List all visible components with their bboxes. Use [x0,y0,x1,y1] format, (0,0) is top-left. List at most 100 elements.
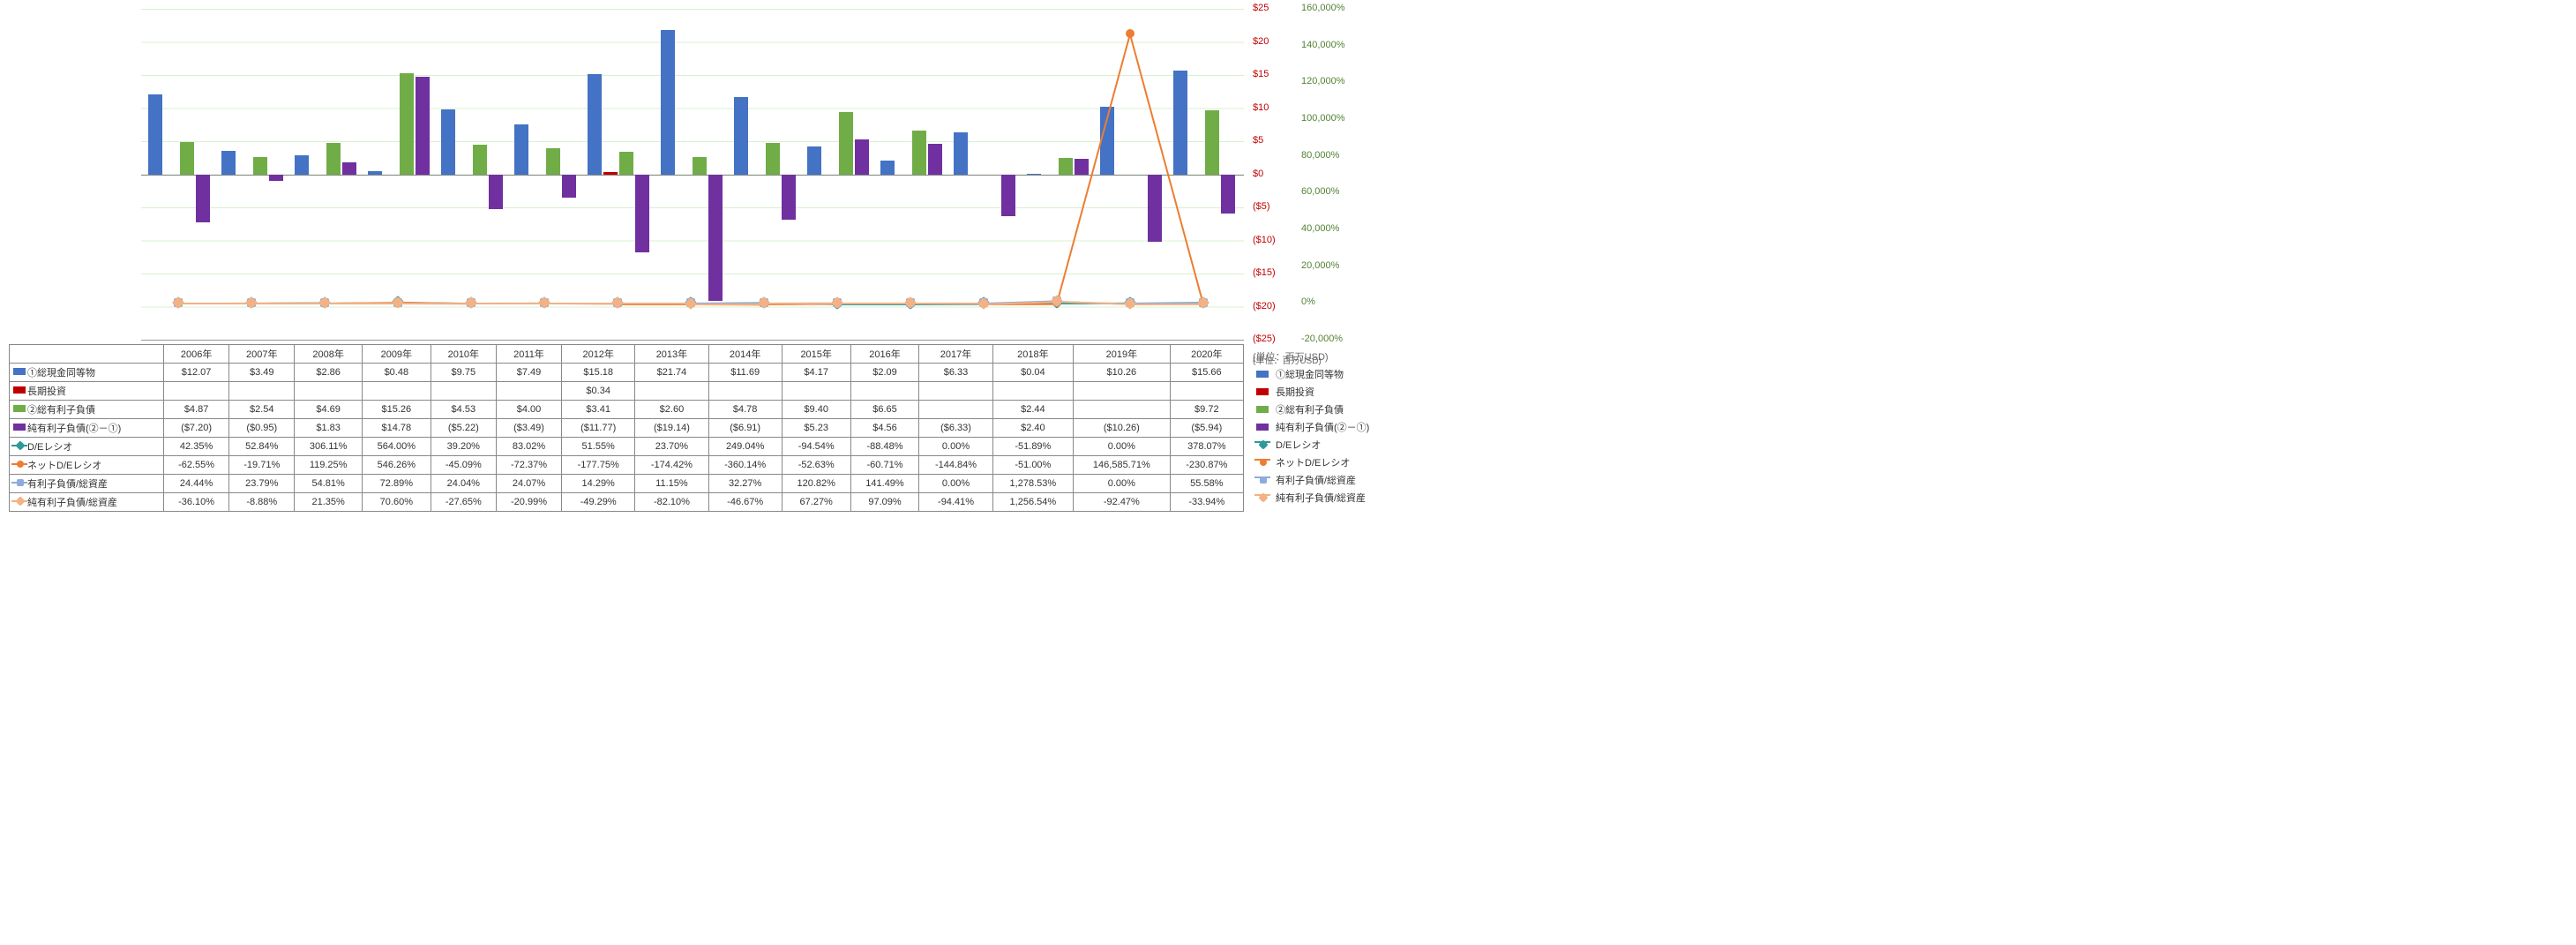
bar-debt [180,142,194,175]
bar-netdebt [782,175,796,221]
bar-cash [661,30,675,174]
legend-item-netdebt: 純有利子負債(②－①) [1253,419,1369,437]
y-axis-right: 160,000%140,000%120,000%100,000%80,000%6… [1301,9,1363,340]
cell: ($5.94) [1170,419,1243,438]
row-header-dta: 有利子負債/総資産 [10,475,164,493]
cell: $6.33 [919,364,992,382]
cell: $3.41 [562,401,635,419]
cell: ($10.26) [1074,419,1171,438]
cell: $12.07 [164,364,229,382]
bar-cash [221,151,236,174]
cell [919,382,992,401]
cell: 72.89% [362,475,431,493]
year-group [800,9,873,340]
bar-netdebt [1148,175,1162,243]
legend-item-de: D/Eレシオ [1253,437,1369,454]
cell: -19.71% [229,456,295,475]
cell [496,382,561,401]
cell: $4.69 [295,401,363,419]
cell: 11.15% [635,475,708,493]
cell: -94.54% [782,438,850,456]
legend-item-debt: ②総有利子負債 [1253,401,1369,419]
cell: $2.60 [635,401,708,419]
cell: $21.74 [635,364,708,382]
bar-netdebt [1221,175,1235,214]
cell: 51.55% [562,438,635,456]
year-header: 2008年 [295,345,363,364]
bar-debt [400,73,414,174]
year-header: 2013年 [635,345,708,364]
cell: $4.00 [496,401,561,419]
year-header: 2007年 [229,345,295,364]
line-ndta [397,303,470,304]
year-header: 2018年 [992,345,1073,364]
cell: 141.49% [850,475,919,493]
cell: $4.53 [431,401,496,419]
cell: -88.48% [850,438,919,456]
cell: 23.70% [635,438,708,456]
year-header: 2010年 [431,345,496,364]
year-group [1166,9,1239,340]
cell: 67.27% [782,493,850,512]
year-group [1020,9,1093,340]
bar-netdebt [562,175,576,198]
cell: $15.18 [562,364,635,382]
cell: $2.86 [295,364,363,382]
cell: ($3.49) [496,419,561,438]
bar-netdebt [1001,175,1015,216]
year-header: 2006年 [164,345,229,364]
cell: -174.42% [635,456,708,475]
cell: ($6.33) [919,419,992,438]
cell: 52.84% [229,438,295,456]
year-header: 2009年 [362,345,431,364]
cell: $1.83 [295,419,363,438]
cell: ($0.95) [229,419,295,438]
cell: 378.07% [1170,438,1243,456]
cell: 120.82% [782,475,850,493]
cell: -8.88% [229,493,295,512]
cell: -45.09% [431,456,496,475]
bar-debt [839,112,853,175]
year-group [141,9,214,340]
cell: $0.34 [562,382,635,401]
cell: -27.65% [431,493,496,512]
cell: -46.67% [708,493,782,512]
cell: $11.69 [708,364,782,382]
cell: $15.66 [1170,364,1243,382]
year-header: 2017年 [919,345,992,364]
legend-item-ndta: 純有利子負債/総資産 [1253,490,1369,507]
cell: 0.00% [919,438,992,456]
cell [229,382,295,401]
cell: 1,278.53% [992,475,1073,493]
year-header: 2015年 [782,345,850,364]
year-group [214,9,288,340]
cell: 24.07% [496,475,561,493]
cell: ($7.20) [164,419,229,438]
year-group [361,9,434,340]
cell: $4.87 [164,401,229,419]
cell: $14.78 [362,419,431,438]
cell: $2.40 [992,419,1073,438]
bar-debt [1205,110,1219,175]
year-header: 2014年 [708,345,782,364]
cell [919,401,992,419]
year-group [873,9,947,340]
year-header: 2019年 [1074,345,1171,364]
bar-netdebt [489,175,503,209]
cell: -360.14% [708,456,782,475]
cell: $9.40 [782,401,850,419]
data-table: 2006年2007年2008年2009年2010年2011年2012年2013年… [9,344,1244,512]
row-header-cash: ①総現金同等物 [10,364,164,382]
cell: 0.00% [1074,438,1171,456]
cell: -92.47% [1074,493,1171,512]
cell: 24.44% [164,475,229,493]
cell: $10.26 [1074,364,1171,382]
cell: 42.35% [164,438,229,456]
cell: 54.81% [295,475,363,493]
row-header-ltinv: 長期投資 [10,382,164,401]
year-group [507,9,580,340]
cell [1170,382,1243,401]
cell: -72.37% [496,456,561,475]
cell: $2.09 [850,364,919,382]
row-header-debt: ②総有利子負債 [10,401,164,419]
